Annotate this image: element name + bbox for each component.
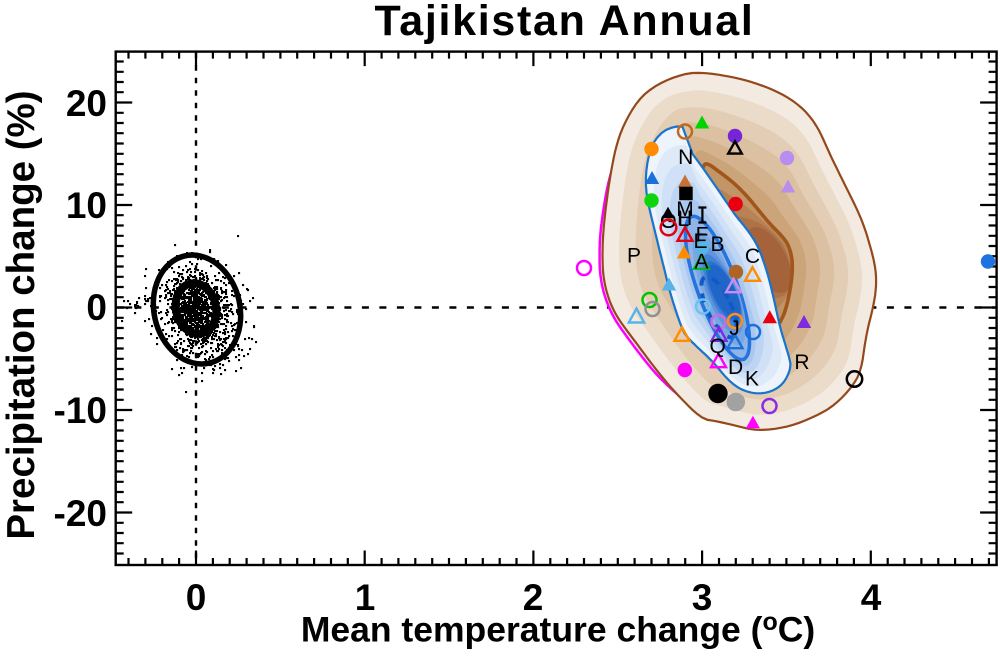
svg-text:Precipitation change (%): Precipitation change (%) — [0, 90, 43, 539]
svg-text:E: E — [693, 230, 707, 253]
svg-text:Tajikistan Annual: Tajikistan Annual — [374, 0, 754, 45]
svg-text:3: 3 — [692, 577, 713, 618]
svg-text:-20: -20 — [54, 493, 107, 534]
svg-text:K: K — [745, 367, 759, 390]
svg-text:-10: -10 — [54, 390, 107, 431]
svg-text:20: 20 — [66, 83, 107, 124]
svg-text:0: 0 — [86, 287, 107, 328]
svg-text:1: 1 — [355, 577, 376, 618]
svg-text:10: 10 — [66, 185, 107, 226]
svg-text:J: J — [729, 317, 740, 340]
svg-text:L: L — [678, 208, 690, 231]
svg-text:2: 2 — [523, 577, 544, 618]
svg-text:N: N — [678, 146, 693, 169]
svg-text:F: F — [696, 223, 709, 246]
svg-text:O: O — [660, 210, 676, 233]
svg-text:B: B — [710, 233, 724, 256]
svg-text:P: P — [627, 244, 641, 267]
svg-text:H: H — [677, 207, 692, 230]
svg-text:4: 4 — [861, 577, 882, 618]
svg-text:R: R — [794, 351, 809, 374]
svg-text:Q: Q — [710, 335, 726, 358]
svg-text:C: C — [745, 245, 760, 268]
svg-text:G: G — [660, 210, 676, 233]
svg-text:A: A — [694, 250, 708, 273]
svg-text:0: 0 — [186, 577, 207, 618]
svg-text:D: D — [728, 356, 743, 379]
svg-text:M: M — [676, 198, 694, 221]
svg-text:Mean temperature change (oC): Mean temperature change (oC) — [301, 608, 815, 650]
